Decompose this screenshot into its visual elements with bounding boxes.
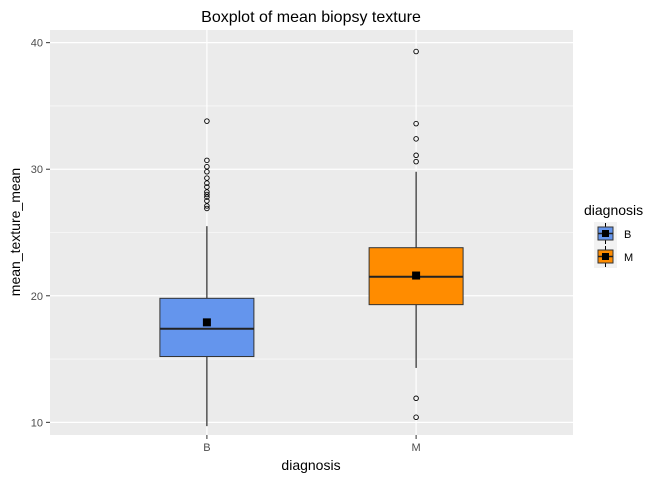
legend-key-mean xyxy=(602,230,609,237)
y-tick-label: 30 xyxy=(31,164,43,176)
x-tick-label: B xyxy=(203,442,210,454)
mean-marker xyxy=(412,271,421,280)
outlier-point xyxy=(413,48,419,55)
outlier-point xyxy=(413,158,419,165)
outlier-point xyxy=(413,395,419,402)
outlier-point xyxy=(413,120,419,127)
mean-marker xyxy=(202,318,211,327)
boxes xyxy=(159,48,464,427)
outlier-point xyxy=(204,118,210,124)
legend-items: BM xyxy=(594,222,633,268)
outlier-point xyxy=(204,184,210,190)
legend-label: M xyxy=(624,252,633,264)
outlier-point xyxy=(413,152,419,159)
y-tick-label: 20 xyxy=(31,291,43,303)
outlier-point xyxy=(204,175,210,181)
y-axis-title: mean_texture_mean xyxy=(7,168,23,296)
outlier-point xyxy=(204,203,210,209)
outlier-point xyxy=(204,189,210,195)
chart-title: Boxplot of mean biopsy texture xyxy=(201,9,421,26)
box-group-B xyxy=(159,118,255,427)
outlier-point xyxy=(204,191,210,198)
outlier-point xyxy=(204,163,210,170)
legend: diagnosis BM xyxy=(584,202,643,268)
grid-lines xyxy=(50,30,573,435)
axes: 10 20 30 40 B M xyxy=(31,38,421,454)
legend-title: diagnosis xyxy=(584,202,643,218)
legend-key-mean xyxy=(602,253,609,260)
outlier-point xyxy=(204,157,210,164)
legend-item-B: B xyxy=(594,222,631,245)
outlier-point xyxy=(204,205,210,212)
x-axis-title: diagnosis xyxy=(281,457,340,473)
outlier-point xyxy=(413,136,419,142)
y-tick-label: 10 xyxy=(31,417,43,429)
x-tick-label: M xyxy=(412,442,421,454)
box-group-M xyxy=(368,48,464,421)
outlier-point xyxy=(204,194,210,200)
outlier-point xyxy=(204,180,210,186)
legend-label: B xyxy=(624,229,631,241)
y-tick-label: 40 xyxy=(31,38,43,50)
box-B xyxy=(159,297,255,358)
outlier-point xyxy=(204,198,210,204)
outlier-point xyxy=(204,168,210,175)
outlier-point xyxy=(413,414,419,421)
legend-item-M: M xyxy=(594,245,633,268)
